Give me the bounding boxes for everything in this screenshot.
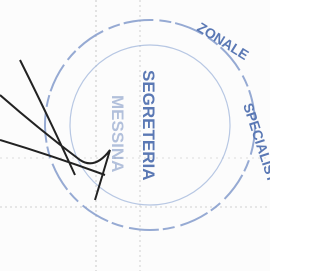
scan: SEGRETERIA MESSINA ZONALE SPECIALIST (0, 0, 270, 271)
stamp-city: MESSINA (108, 95, 127, 172)
page: SEGRETERIA MESSINA ZONALE SPECIALIST (()… (0, 0, 270, 271)
stamp-center-text: SEGRETERIA (139, 70, 158, 181)
